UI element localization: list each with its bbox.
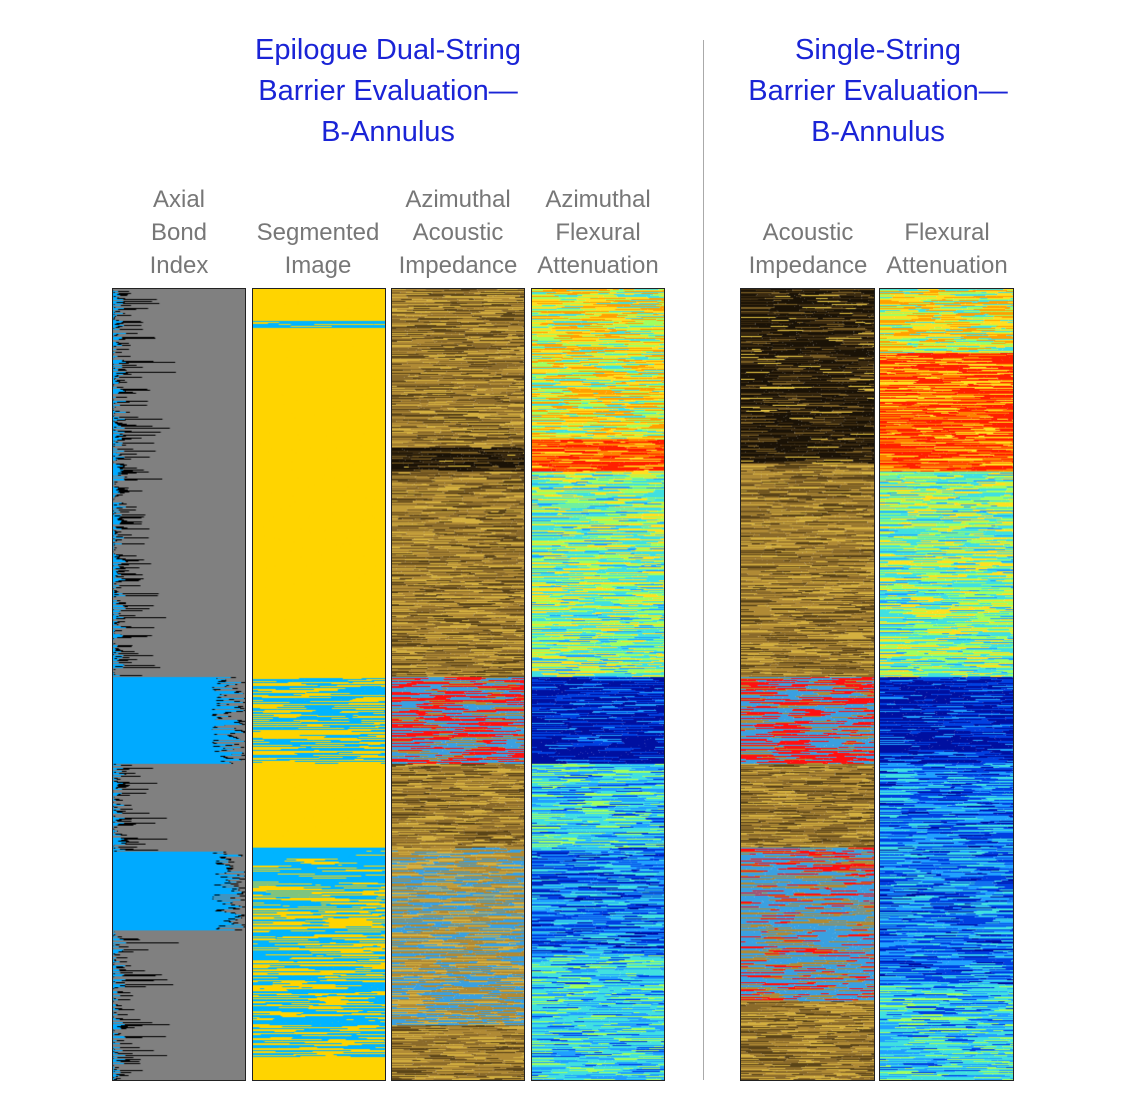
- title-line: B-Annulus: [321, 116, 455, 148]
- panel-divider: [703, 40, 704, 1080]
- header-line: Flexural: [555, 219, 641, 246]
- title-line: Single-String: [794, 34, 962, 66]
- track-header-azimuthal-acoustic-impedance: Azimuthal Acoustic Impedance: [383, 183, 533, 282]
- header-line: Bond: [150, 219, 208, 246]
- right-panel-title: Single-String Barrier Evaluation— B-Annu…: [708, 30, 1048, 153]
- track-axial-bond-index: [112, 288, 246, 1081]
- track-header-azimuthal-flexural-attenuation: Azimuthal Flexural Attenuation: [523, 183, 673, 282]
- header-line: Acoustic: [762, 219, 854, 246]
- track-header-segmented-image: Segmented Image: [243, 216, 393, 282]
- left-panel-title: Epilogue Dual-String Barrier Evaluation—…: [188, 30, 588, 153]
- title-line: Barrier Evaluation—: [258, 75, 518, 107]
- attenuation-image: [532, 289, 664, 1080]
- track-header-axial-bond-index: Axial Bond Index: [104, 183, 254, 282]
- header-line: Impedance: [398, 252, 518, 279]
- track-azimuthal-acoustic-impedance: [391, 288, 525, 1081]
- header-line: Flexural: [904, 219, 990, 246]
- impedance-image: [392, 289, 524, 1080]
- bond-index-image: [113, 289, 245, 1080]
- header-line: Impedance: [748, 252, 868, 279]
- track-segmented-image: [252, 288, 386, 1081]
- header-line: Azimuthal: [545, 186, 651, 213]
- header-line: Segmented: [256, 219, 380, 246]
- title-line: Epilogue Dual-String: [255, 34, 521, 66]
- title-line: Barrier Evaluation—: [748, 75, 1008, 107]
- track-header-acoustic-impedance: Acoustic Impedance: [733, 216, 883, 282]
- track-azimuthal-flexural-attenuation: [531, 288, 665, 1081]
- header-line: Axial: [152, 186, 206, 213]
- header-line: Acoustic: [412, 219, 504, 246]
- track-single-acoustic-impedance: [740, 288, 875, 1081]
- header-line: Image: [284, 252, 352, 279]
- header-line: Attenuation: [886, 252, 1008, 279]
- single-impedance-image: [741, 289, 874, 1080]
- title-line: B-Annulus: [811, 116, 945, 148]
- single-attenuation-image: [880, 289, 1013, 1080]
- track-single-flexural-attenuation: [879, 288, 1014, 1081]
- header-line: Azimuthal: [405, 186, 511, 213]
- segmented-image: [253, 289, 385, 1080]
- header-line: Index: [149, 252, 209, 279]
- track-header-flexural-attenuation: Flexural Attenuation: [872, 216, 1022, 282]
- header-line: Attenuation: [537, 252, 659, 279]
